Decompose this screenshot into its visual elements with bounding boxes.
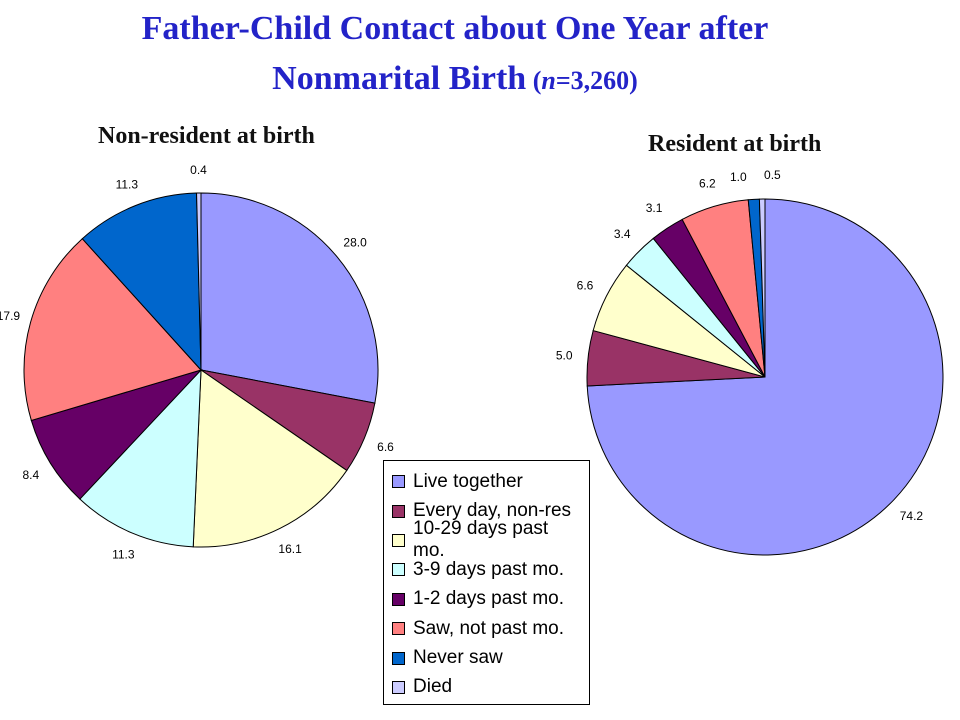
legend-item: Saw, not past mo. (392, 614, 585, 643)
pie-data-label: 6.6 (377, 440, 394, 454)
pie-data-label: 6.2 (699, 176, 716, 190)
pie-data-label: 11.3 (112, 547, 135, 561)
pie-data-label: 6.6 (577, 278, 594, 292)
legend-label: Live together (413, 470, 523, 492)
legend-swatch (392, 475, 405, 489)
legend-swatch (392, 622, 405, 636)
pie-slice (79, 368, 202, 548)
legend-item: 10-29 days past mo. (392, 518, 585, 561)
pie-data-label: 3.4 (614, 227, 631, 241)
pie-data-label: 17.9 (0, 309, 20, 323)
legend-swatch (392, 680, 405, 694)
legend-label: 1-2 days past mo. (413, 588, 565, 610)
legend-item: Died (392, 673, 585, 702)
legend-label: Saw, not past mo. (413, 617, 565, 639)
pie-data-label: 28.0 (343, 236, 367, 250)
legend-item: 3-9 days past mo. (392, 555, 585, 584)
chart-legend: Live together Every day, non-res 10-29 day… (383, 460, 590, 705)
pie-slice (81, 192, 202, 372)
legend-item: 1-2 days past mo. (392, 585, 585, 614)
pie-title-resident: Resident at birth (648, 131, 822, 157)
legend-label: Never saw (413, 647, 503, 669)
pie-data-label: 0.5 (764, 168, 781, 182)
legend-swatch (392, 592, 405, 606)
pie-data-label: 74.2 (900, 509, 924, 523)
pie-nonresident: 28.0 6.6 16.1 11.3 8.4 17.9 11.3 0.4 (0, 163, 394, 561)
legend-label: 3-9 days past mo. (413, 558, 565, 580)
pie-slice (30, 368, 203, 500)
pie-slice (200, 192, 379, 404)
legend-swatch (392, 563, 405, 577)
legend-swatch (392, 533, 405, 547)
legend-item: Never saw (392, 643, 585, 672)
pie-slice (23, 238, 202, 422)
pie-data-label: 1.0 (730, 170, 747, 184)
pie-slice (196, 192, 202, 371)
chart-title-line1: Father-Child Contact about One Year afte… (141, 10, 769, 47)
pie-title-nonresident: Non-resident at birth (98, 123, 315, 149)
legend-swatch (392, 651, 405, 665)
pie-data-label: 3.1 (646, 201, 663, 215)
legend-label: Died (413, 676, 453, 698)
pie-data-label: 8.4 (22, 468, 39, 482)
pie-data-label: 0.4 (190, 163, 207, 177)
legend-item: Every day, non-res (392, 496, 585, 525)
pie-resident: 74.2 5.0 6.6 3.4 3.1 6.2 1.0 0.5 (556, 168, 944, 556)
legend-swatch (392, 504, 405, 518)
chart-title-main: Nonmarital Birth (272, 60, 527, 97)
chart-title-sample-size: (n=3,260) (526, 66, 638, 95)
legend-item: Live together (392, 467, 585, 496)
pie-data-label: 11.3 (116, 177, 139, 191)
pie-data-label: 5.0 (556, 349, 573, 363)
pie-data-label: 16.1 (278, 542, 302, 556)
legend-label: Every day, non-res (413, 500, 572, 522)
pie-slice (192, 369, 348, 548)
legend-label: 10-29 days past mo. (413, 518, 549, 562)
chart-title-line2: Nonmarital Birth (n=3,260) (0, 58, 910, 102)
pie-slice (758, 198, 766, 378)
